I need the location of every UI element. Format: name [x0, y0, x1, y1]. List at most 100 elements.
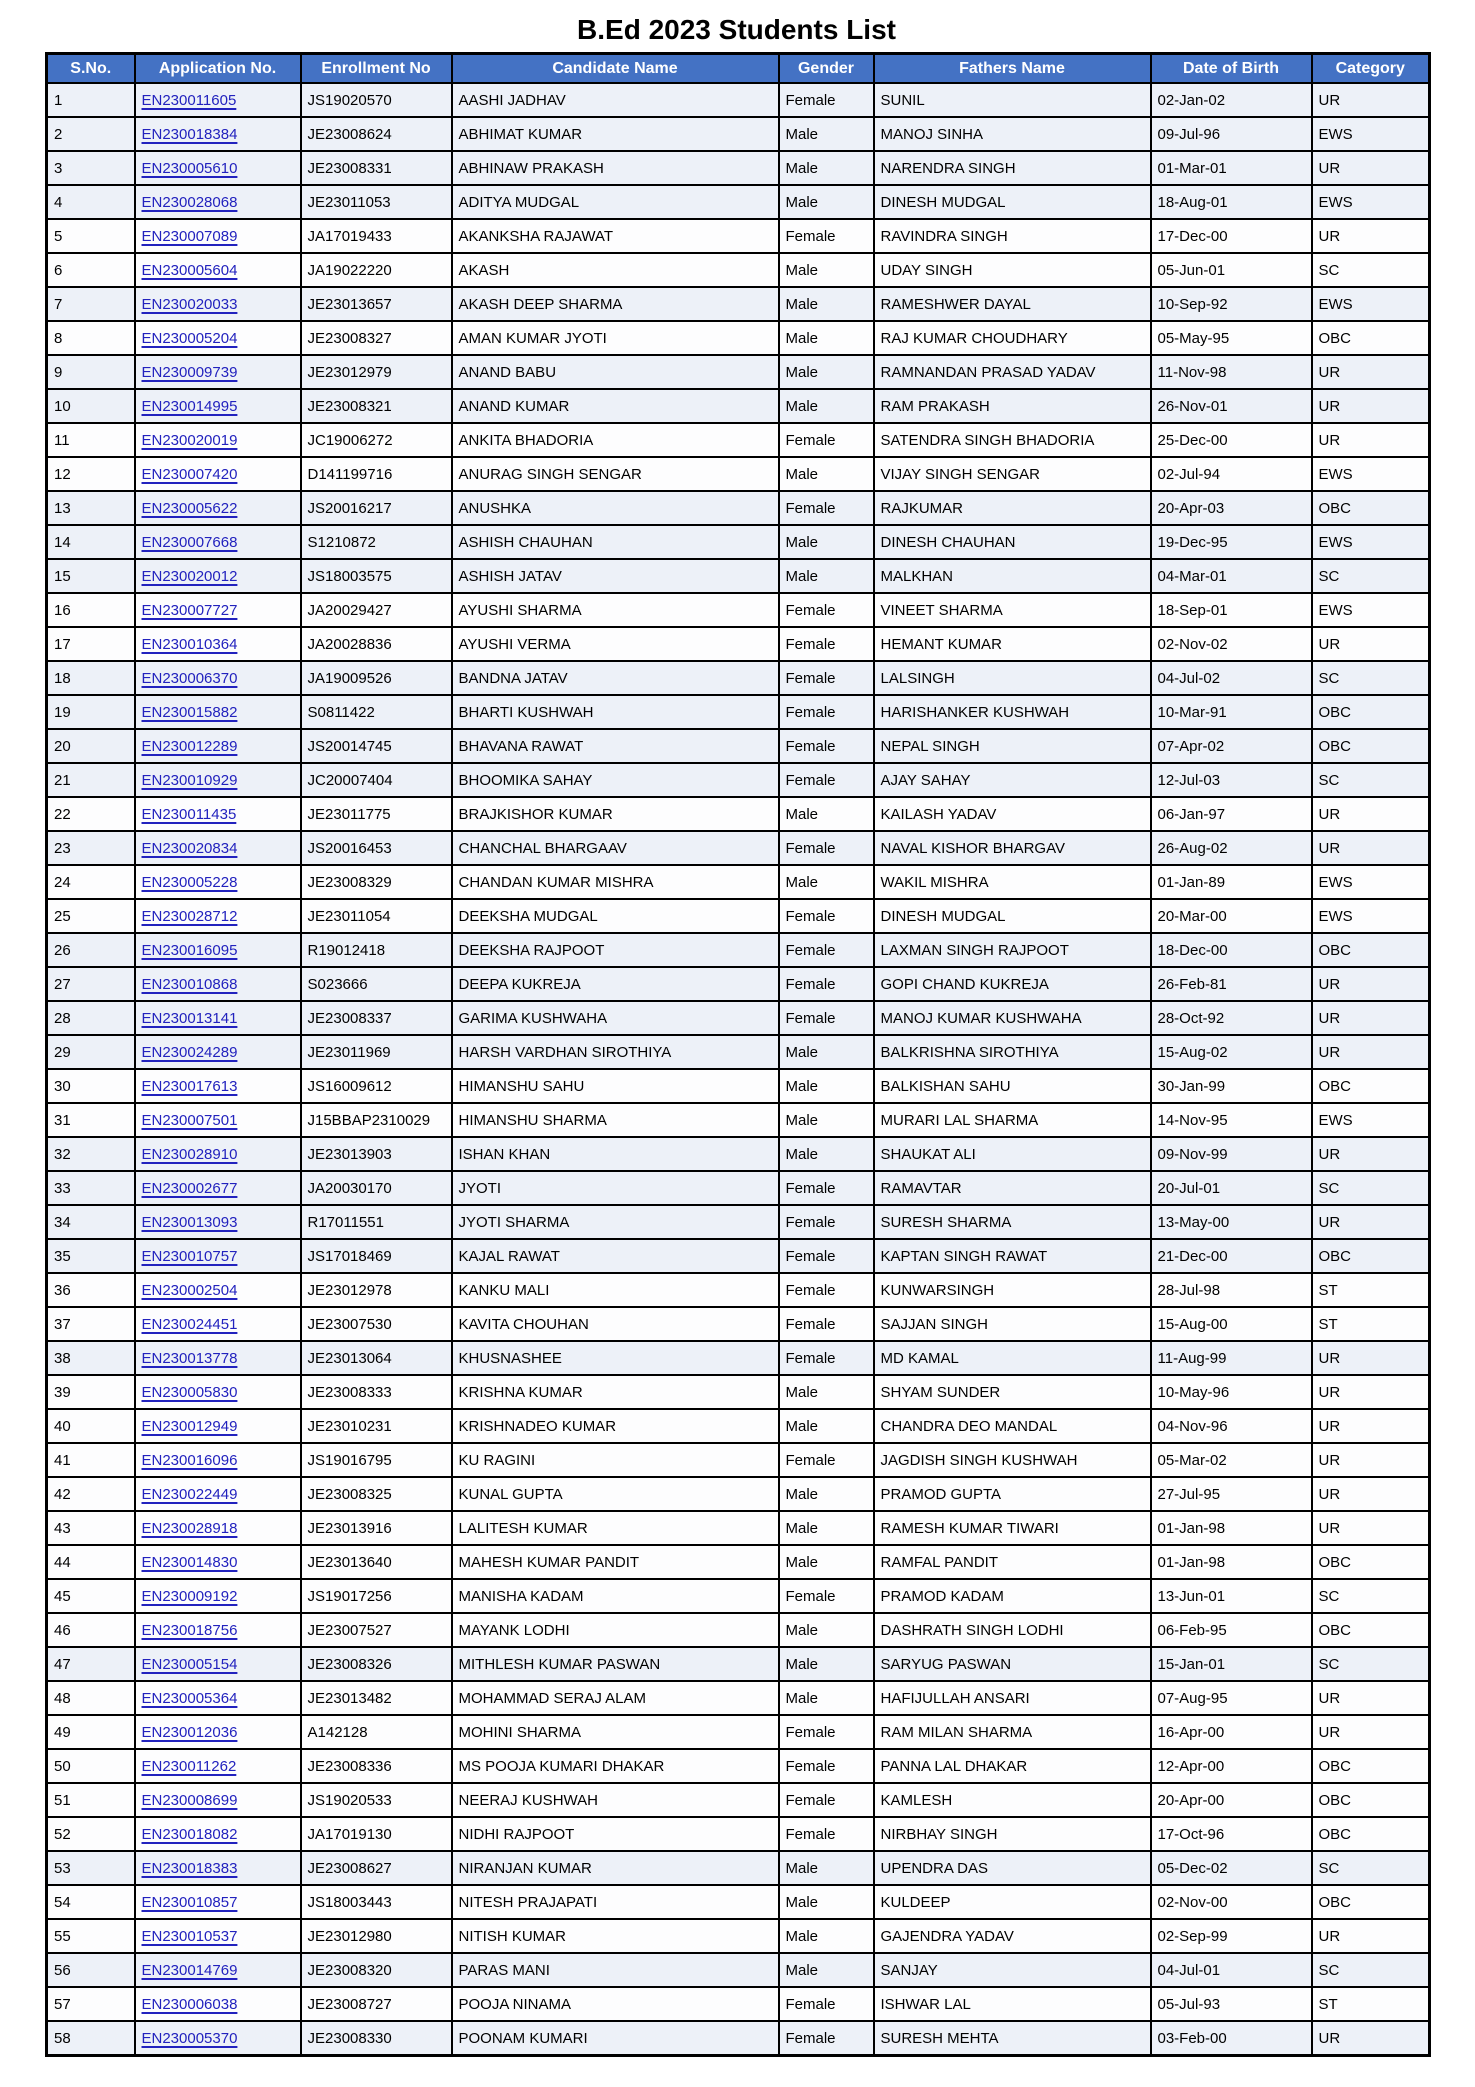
candidate-name-cell: AASHI JADHAV [450, 82, 780, 118]
gender-cell: Female [777, 1442, 875, 1478]
application-no-link[interactable]: EN230007501 [141, 1111, 238, 1129]
gender-cell: Female [777, 1306, 875, 1342]
application-no-link[interactable]: EN230028918 [141, 1519, 238, 1537]
date-of-birth-cell: 20-Jul-01 [1149, 1170, 1313, 1206]
date-of-birth-cell: 20-Apr-03 [1149, 490, 1313, 526]
application-no-link[interactable]: EN230020834 [141, 839, 238, 857]
candidate-name-cell: AKASH DEEP SHARMA [450, 286, 780, 322]
candidate-name-cell: ANURAG SINGH SENGAR [450, 456, 780, 492]
application-no-link[interactable]: EN230022449 [141, 1485, 238, 1503]
application-no-link[interactable]: EN230018082 [141, 1825, 238, 1843]
application-no-link[interactable]: EN230005830 [141, 1383, 238, 1401]
fathers-name-cell: HEMANT KUMAR [872, 626, 1152, 662]
application-no-link[interactable]: EN230005604 [141, 261, 238, 279]
header-row: S.No. Application No. Enrollment No Candida… [45, 52, 1431, 84]
application-no-link[interactable]: EN230017613 [141, 1077, 238, 1095]
application-no-link[interactable]: EN230018383 [141, 1859, 238, 1877]
fathers-name-cell: PANNA LAL DHAKAR [872, 1748, 1152, 1784]
application-no-link[interactable]: EN230020033 [141, 295, 238, 313]
application-no-link[interactable]: EN230016096 [141, 1451, 238, 1469]
application-no-link[interactable]: EN230012949 [141, 1417, 238, 1435]
gender-cell: Male [777, 320, 875, 356]
application-no-link[interactable]: EN230015882 [141, 703, 238, 721]
serial-number-cell: 23 [45, 830, 136, 866]
application-no-link[interactable]: EN230011262 [141, 1757, 237, 1775]
application-no-link[interactable]: EN230020012 [141, 567, 238, 585]
candidate-name-cell: MITHLESH KUMAR PASWAN [450, 1646, 780, 1682]
column-header-application_no: Application No. [133, 52, 302, 84]
date-of-birth-cell: 19-Dec-95 [1149, 524, 1313, 560]
application-no-cell: EN230011262 [133, 1748, 302, 1784]
fathers-name-cell: KAPTAN SINGH RAWAT [872, 1238, 1152, 1274]
application-no-link[interactable]: EN230005370 [141, 2029, 238, 2047]
application-no-link[interactable]: EN230010857 [141, 1893, 238, 1911]
application-no-cell: EN230010857 [133, 1884, 302, 1920]
application-no-link[interactable]: EN230010868 [141, 975, 238, 993]
application-no-link[interactable]: EN230007089 [141, 227, 238, 245]
application-no-link[interactable]: EN230020019 [141, 431, 238, 449]
application-no-link[interactable]: EN230005154 [141, 1655, 238, 1673]
application-no-link[interactable]: EN230010537 [141, 1927, 238, 1945]
candidate-name-cell: JYOTI [450, 1170, 780, 1206]
application-no-cell: EN230005364 [133, 1680, 302, 1716]
application-no-link[interactable]: EN230012289 [141, 737, 238, 755]
candidate-name-cell: NEERAJ KUSHWAH [450, 1782, 780, 1818]
application-no-link[interactable]: EN230028712 [141, 907, 238, 925]
date-of-birth-cell: 10-May-96 [1149, 1374, 1313, 1410]
application-no-link[interactable]: EN230028068 [141, 193, 238, 211]
serial-number-cell: 57 [45, 1986, 136, 2022]
application-no-link[interactable]: EN230014995 [141, 397, 238, 415]
application-no-link[interactable]: EN230005610 [141, 159, 238, 177]
application-no-link[interactable]: EN230018756 [141, 1621, 238, 1639]
application-no-link[interactable]: EN230024289 [141, 1043, 238, 1061]
application-no-link[interactable]: EN230006370 [141, 669, 238, 687]
candidate-name-cell: HIMANSHU SAHU [450, 1068, 780, 1104]
application-no-cell: EN230002504 [133, 1272, 302, 1308]
application-no-link[interactable]: EN230028910 [141, 1145, 238, 1163]
application-no-link[interactable]: EN230007668 [141, 533, 238, 551]
application-no-link[interactable]: EN230010364 [141, 635, 238, 653]
application-no-link[interactable]: EN230010929 [141, 771, 238, 789]
fathers-name-cell: MANOJ SINHA [872, 116, 1152, 152]
date-of-birth-cell: 17-Oct-96 [1149, 1816, 1313, 1852]
application-no-link[interactable]: EN230006038 [141, 1995, 238, 2013]
application-no-link[interactable]: EN230007727 [141, 601, 238, 619]
application-no-link[interactable]: EN230007420 [141, 465, 238, 483]
application-no-link[interactable]: EN230018384 [141, 125, 238, 143]
date-of-birth-cell: 26-Feb-81 [1149, 966, 1313, 1002]
date-of-birth-cell: 13-Jun-01 [1149, 1578, 1313, 1614]
application-no-link[interactable]: EN230002504 [141, 1281, 238, 1299]
application-no-link[interactable]: EN230011605 [141, 91, 237, 109]
application-no-link[interactable]: EN230012036 [141, 1723, 238, 1741]
application-no-link[interactable]: EN230005364 [141, 1689, 238, 1707]
candidate-name-cell: CHANDAN KUMAR MISHRA [450, 864, 780, 900]
gender-cell: Female [777, 1578, 875, 1614]
enrollment-no-cell: JC19006272 [299, 422, 453, 458]
application-no-link[interactable]: EN230005204 [141, 329, 238, 347]
enrollment-no-cell: JA20029427 [299, 592, 453, 628]
application-no-link[interactable]: EN230024451 [141, 1315, 238, 1333]
application-no-link[interactable]: EN230009739 [141, 363, 238, 381]
application-no-link[interactable]: EN230014769 [141, 1961, 238, 1979]
fathers-name-cell: CHANDRA DEO MANDAL [872, 1408, 1152, 1444]
application-no-link[interactable]: EN230009192 [141, 1587, 238, 1605]
application-no-link[interactable]: EN230008699 [141, 1791, 238, 1809]
gender-cell: Male [777, 1952, 875, 1988]
fathers-name-cell: JAGDISH SINGH KUSHWAH [872, 1442, 1152, 1478]
application-no-link[interactable]: EN230016095 [141, 941, 238, 959]
candidate-name-cell: BHAVANA RAWAT [450, 728, 780, 764]
category-cell: OBC [1310, 1544, 1431, 1580]
application-no-link[interactable]: EN230005622 [141, 499, 238, 517]
application-no-link[interactable]: EN230014830 [141, 1553, 238, 1571]
application-no-link[interactable]: EN230013778 [141, 1349, 238, 1367]
application-no-link[interactable]: EN230013093 [141, 1213, 238, 1231]
application-no-link[interactable]: EN230013141 [141, 1009, 238, 1027]
application-no-link[interactable]: EN230011435 [141, 805, 237, 823]
category-cell: UR [1310, 626, 1431, 662]
application-no-link[interactable]: EN230010757 [141, 1247, 238, 1265]
application-no-link[interactable]: EN230005228 [141, 873, 238, 891]
date-of-birth-cell: 02-Nov-02 [1149, 626, 1313, 662]
serial-number-cell: 12 [45, 456, 136, 492]
application-no-link[interactable]: EN230002677 [141, 1179, 238, 1197]
